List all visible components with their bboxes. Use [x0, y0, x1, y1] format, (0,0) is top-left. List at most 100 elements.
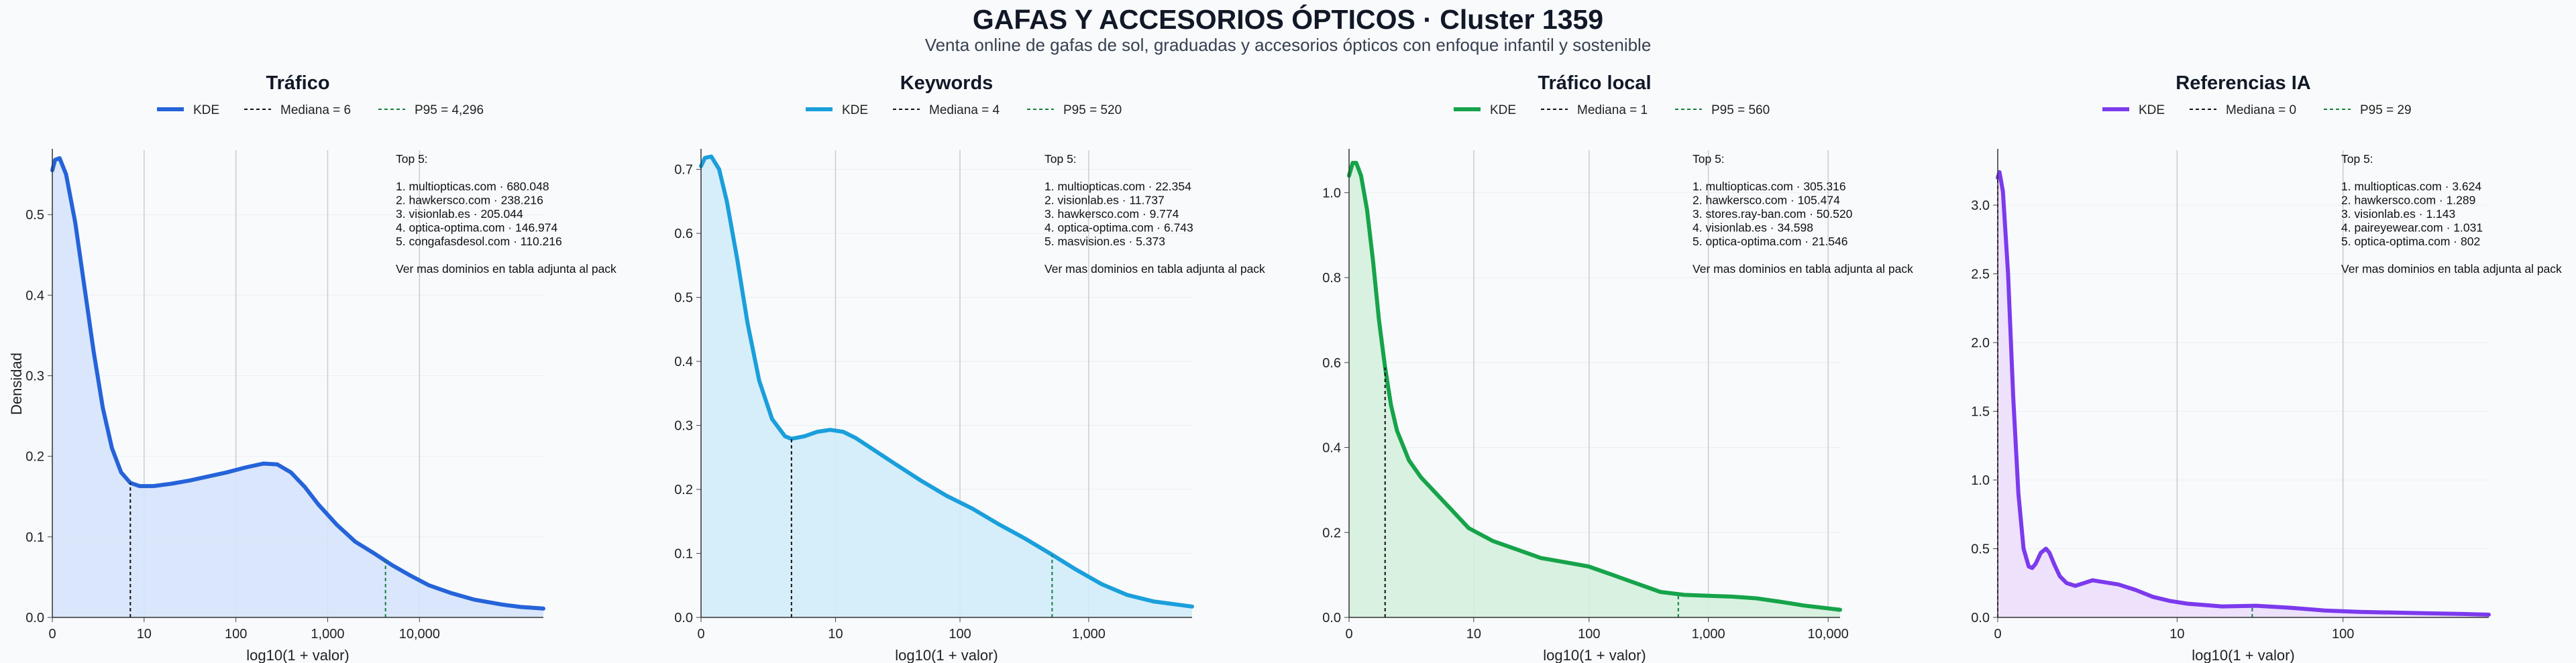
x-axis-label: log10(1 + valor)	[1543, 647, 1646, 663]
kde-line	[1347, 161, 1842, 612]
annotation-line-5: 4. paireyewear.com · 1.031	[2341, 221, 2483, 235]
annotation-line-0: Top 5:	[2341, 152, 2373, 166]
legend-kde-label: KDE	[2139, 103, 2165, 117]
annotation-line-4: 3. hawkersco.com · 9.774	[1044, 207, 1179, 221]
x-tick-label: 100	[949, 627, 971, 642]
y-tick-label: 1.0	[1971, 473, 1990, 488]
kde-fill-area	[701, 156, 1192, 617]
x-tick-label: 10	[137, 627, 152, 642]
page-subtitle: Venta online de gafas de sol, graduadas …	[924, 35, 1652, 55]
annotation-line-5: 4. visionlab.es · 34.598	[1693, 221, 1813, 235]
y-tick-label: 3.0	[1971, 198, 1990, 213]
chart-title: Tráfico local	[1538, 72, 1651, 94]
annotation-line-0: Top 5:	[1044, 152, 1077, 166]
annotation-line-4: 3. stores.ray-ban.com · 50.520	[1693, 207, 1853, 221]
x-tick-label: 100	[225, 627, 247, 642]
legend-p95-label: P95 = 520	[1063, 103, 1122, 117]
annotation-line-2: 1. multiopticas.com · 22.354	[1044, 180, 1191, 193]
x-tick-label: 10,000	[399, 627, 440, 642]
annotation-line-5: 4. optica-optima.com · 146.974	[396, 221, 558, 235]
y-tick-label: 0.6	[674, 227, 693, 241]
annotation-line-4: 3. visionlab.es · 1.143	[2341, 207, 2455, 221]
y-tick-label: 0.1	[25, 530, 44, 545]
x-tick-label: 0	[1345, 627, 1352, 642]
y-tick-label: 0.1	[674, 547, 693, 562]
legend-median-label: Mediana = 0	[2226, 103, 2296, 117]
annotation-line-8: Ver mas dominios en tabla adjunta al pac…	[1044, 262, 1265, 276]
y-tick-label: 0.2	[674, 483, 693, 497]
y-tick-label: 0.2	[25, 450, 44, 465]
y-tick-label: 0.0	[1322, 611, 1341, 625]
annotation-line-3: 2. visionlab.es · 11.737	[1044, 194, 1165, 207]
x-axis-label: log10(1 + valor)	[246, 647, 349, 663]
y-tick-label: 1.5	[1971, 405, 1990, 420]
annotation-line-5: 4. optica-optima.com · 6.743	[1044, 221, 1193, 235]
y-tick-label: 0.0	[1971, 611, 1990, 625]
x-tick-label: 10,000	[1808, 627, 1849, 642]
x-tick-label: 10	[2169, 627, 2184, 642]
y-tick-label: 2.0	[1971, 336, 1990, 351]
x-axis-label: log10(1 + valor)	[895, 647, 998, 663]
x-tick-label: 100	[2332, 627, 2354, 642]
annotation-line-8: Ver mas dominios en tabla adjunta al pac…	[396, 262, 616, 276]
y-tick-label: 0.4	[25, 288, 44, 303]
kde-line	[50, 156, 545, 611]
annotation-line-6: 5. optica-optima.com · 21.546	[1693, 235, 1848, 248]
legend-p95-label: P95 = 29	[2360, 103, 2412, 117]
y-tick-label: 0.5	[674, 291, 693, 306]
y-tick-label: 0.6	[1322, 356, 1341, 371]
y-tick-label: 0.5	[25, 208, 44, 223]
x-tick-label: 1,000	[1692, 627, 1725, 642]
chart-panel-1: Tráfico KDE Mediana = 6 P95 = 4,296 0.0 0.1 0.…	[8, 72, 616, 663]
kde-fill-area	[1998, 172, 2489, 617]
chart-panel-2: Keywords KDE Mediana = 4 P95 = 520 0.0 0.1 0.2…	[674, 72, 1265, 663]
annotation-line-6: 5. masvision.es · 5.373	[1044, 235, 1165, 248]
y-tick-label: 0.0	[25, 611, 44, 625]
annotation-line-4: 3. visionlab.es · 205.044	[396, 207, 523, 221]
legend-kde-label: KDE	[842, 103, 868, 117]
kde-fill-area	[1349, 163, 1840, 617]
x-tick-label: 0	[48, 627, 56, 642]
y-tick-label: 2.5	[1971, 267, 1990, 282]
annotation-line-6: 5. congafasdesol.com · 110.216	[396, 235, 562, 248]
legend-median-label: Mediana = 1	[1577, 103, 1648, 117]
kde-line	[1996, 170, 2491, 617]
annotation-line-8: Ver mas dominios en tabla adjunta al pac…	[2341, 262, 2562, 276]
annotation-line-3: 2. hawkersco.com · 105.474	[1693, 194, 1840, 207]
y-tick-label: 1.0	[1322, 186, 1341, 200]
annotation-line-0: Top 5:	[396, 152, 428, 166]
x-tick-label: 0	[1994, 627, 2001, 642]
x-tick-label: 10	[828, 627, 843, 642]
annotation-line-0: Top 5:	[1693, 152, 1725, 166]
y-tick-label: 0.3	[674, 419, 693, 434]
chart-title: Referencias IA	[2176, 72, 2311, 94]
annotation-line-2: 1. multiopticas.com · 680.048	[396, 180, 549, 193]
y-tick-label: 0.3	[25, 369, 44, 383]
chart-panel-4: Referencias IA KDE Mediana = 0 P95 = 29 0.0 0…	[1971, 72, 2562, 663]
legend-kde-label: KDE	[1490, 103, 1516, 117]
chart-title: Keywords	[900, 72, 994, 94]
legend-kde-label: KDE	[193, 103, 219, 117]
legend-median-label: Mediana = 6	[280, 103, 351, 117]
annotation-line-2: 1. multiopticas.com · 305.316	[1693, 180, 1846, 193]
y-tick-label: 0.2	[1322, 526, 1341, 540]
x-tick-label: 0	[697, 627, 704, 642]
chart-title: Tráfico	[266, 72, 329, 94]
y-tick-label: 0.8	[1322, 271, 1341, 286]
y-tick-label: 0.7	[674, 163, 693, 178]
y-tick-label: 0.0	[674, 611, 693, 625]
kde-fill-area	[52, 158, 543, 617]
page-title: GAFAS Y ACCESORIOS ÓPTICOS · Cluster 135…	[972, 4, 1604, 35]
x-tick-label: 100	[1578, 627, 1600, 642]
annotation-line-3: 2. hawkersco.com · 238.216	[396, 194, 543, 207]
y-tick-label: 0.4	[1322, 441, 1341, 456]
x-tick-label: 1,000	[311, 627, 344, 642]
legend-p95-label: P95 = 560	[1711, 103, 1770, 117]
x-tick-label: 1,000	[1072, 627, 1106, 642]
y-axis-label: Densidad	[8, 353, 25, 415]
x-tick-label: 10	[1466, 627, 1481, 642]
y-tick-label: 0.5	[1971, 542, 1990, 557]
annotation-line-2: 1. multiopticas.com · 3.624	[2341, 180, 2481, 193]
annotation-line-6: 5. optica-optima.com · 802	[2341, 235, 2480, 248]
chart-panel-3: Tráfico local KDE Mediana = 1 P95 = 560 0.0 0…	[1322, 72, 1913, 663]
